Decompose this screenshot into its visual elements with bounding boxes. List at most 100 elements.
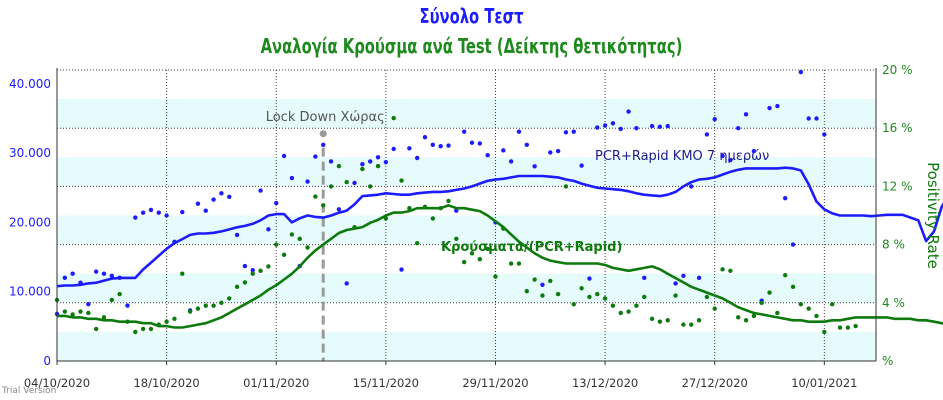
- tests-point: [720, 153, 725, 159]
- positivity-point: [399, 178, 404, 183]
- tests-point: [618, 126, 623, 132]
- positivity-point: [313, 194, 318, 199]
- positivity-point: [133, 329, 138, 335]
- positivity-point: [195, 306, 201, 311]
- tests-point: [649, 123, 655, 129]
- tests-point: [399, 267, 404, 272]
- tests-point: [140, 210, 146, 215]
- x-tick-label: 29/11/2020: [462, 376, 528, 390]
- positivity-point: [704, 294, 710, 300]
- right-tick-label: %: [882, 354, 893, 368]
- tests-point: [383, 159, 389, 165]
- tests-point: [540, 282, 545, 287]
- tests-point: [696, 275, 702, 281]
- positivity-point: [242, 280, 248, 285]
- tests-point: [681, 273, 686, 278]
- background-band: [57, 157, 876, 187]
- tests-point: [438, 144, 443, 149]
- positivity-point: [555, 291, 561, 297]
- positivity-point: [219, 300, 224, 305]
- x-tick-label: 15/11/2020: [353, 376, 419, 390]
- chart-subtitle: Αναλογία Κρούσμα ανά Test (Δείκτης θετικ…: [260, 34, 683, 58]
- chart-title: Σύνολο Τεστ: [419, 4, 524, 28]
- tests-point: [258, 188, 263, 193]
- positivity-point: [336, 163, 342, 169]
- positivity-line-label: Κρούσματα/(PCR+Rapid): [441, 240, 622, 255]
- tests-point: [344, 281, 349, 286]
- tests-point: [328, 159, 334, 164]
- tests-point: [767, 105, 772, 111]
- tests-point: [477, 141, 483, 146]
- tests-point: [274, 200, 279, 206]
- x-tick-label: 04/10/2020: [24, 376, 90, 390]
- positivity-point: [720, 267, 725, 272]
- positivity-point: [595, 291, 600, 297]
- x-tick-label: 27/12/2020: [682, 376, 748, 390]
- lockdown-marker: [319, 130, 327, 361]
- tests-point: [234, 232, 240, 238]
- tests-point: [798, 69, 804, 75]
- positivity-daily-points: [54, 115, 858, 335]
- tests-point: [736, 126, 741, 131]
- tests-point: [602, 123, 608, 128]
- background-band: [57, 99, 876, 129]
- x-tick-label: 13/12/2020: [572, 376, 638, 390]
- x-tick-label: 10/01/2021: [791, 376, 857, 390]
- positivity-point: [837, 325, 843, 330]
- positivity-point: [814, 313, 819, 319]
- tests-point: [508, 159, 514, 164]
- tests-point: [461, 129, 467, 134]
- positivity-point: [532, 277, 537, 282]
- tests-point: [70, 271, 75, 276]
- positivity-point: [626, 309, 631, 314]
- positivity-point: [508, 261, 514, 266]
- positivity-point: [360, 166, 365, 172]
- positivity-point: [759, 300, 764, 305]
- positivity-point: [446, 198, 451, 204]
- positivity-point: [665, 318, 670, 323]
- positivity-point: [328, 184, 334, 189]
- right-tick-label: 4 %: [882, 296, 905, 310]
- positivity-point: [728, 268, 733, 273]
- tests-point: [790, 242, 796, 247]
- tests-point: [563, 130, 569, 135]
- positivity-point: [806, 306, 811, 311]
- left-tick-label: 20.000: [9, 215, 51, 229]
- positivity-point: [587, 294, 592, 300]
- positivity-point: [649, 316, 655, 322]
- tests-point: [665, 123, 670, 129]
- tests-point: [219, 191, 224, 196]
- tests-point: [391, 146, 396, 152]
- positivity-point: [681, 322, 686, 327]
- tests-point: [227, 194, 232, 199]
- tests-point: [524, 142, 529, 148]
- tests-point: [634, 126, 639, 131]
- tests-point: [375, 155, 381, 160]
- x-tick-label: 18/10/2020: [133, 376, 199, 390]
- positivity-point: [250, 271, 255, 276]
- right-tick-label: 12 %: [882, 179, 913, 193]
- tests-point: [250, 268, 255, 273]
- tests-point: [86, 301, 91, 307]
- positivity-point: [297, 236, 302, 241]
- positivity-point: [227, 296, 232, 301]
- tests-point: [587, 276, 592, 281]
- lockdown-dot: [319, 130, 327, 138]
- left-tick-label: 40.000: [9, 77, 51, 91]
- annotations: Lock Down Χώρας PCR+Rapid ΚΜΟ 7 ημερών Κρο…: [266, 110, 770, 255]
- left-tick-label: 0: [43, 354, 51, 368]
- tests-point: [571, 129, 576, 134]
- positivity-point: [101, 315, 107, 320]
- background-band: [57, 215, 876, 245]
- positivity-point: [696, 318, 702, 323]
- tests-point: [532, 164, 537, 169]
- tests-point: [548, 150, 553, 155]
- tests-point: [133, 215, 138, 220]
- tests-point: [751, 148, 757, 154]
- tests-point: [305, 179, 310, 184]
- positivity-point: [281, 252, 287, 257]
- tests-point: [610, 121, 616, 126]
- background-band: [57, 331, 876, 361]
- tests-point: [368, 159, 373, 164]
